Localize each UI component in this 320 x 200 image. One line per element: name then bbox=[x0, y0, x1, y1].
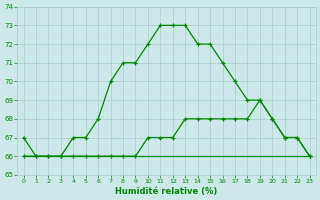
X-axis label: Humidité relative (%): Humidité relative (%) bbox=[116, 187, 218, 196]
